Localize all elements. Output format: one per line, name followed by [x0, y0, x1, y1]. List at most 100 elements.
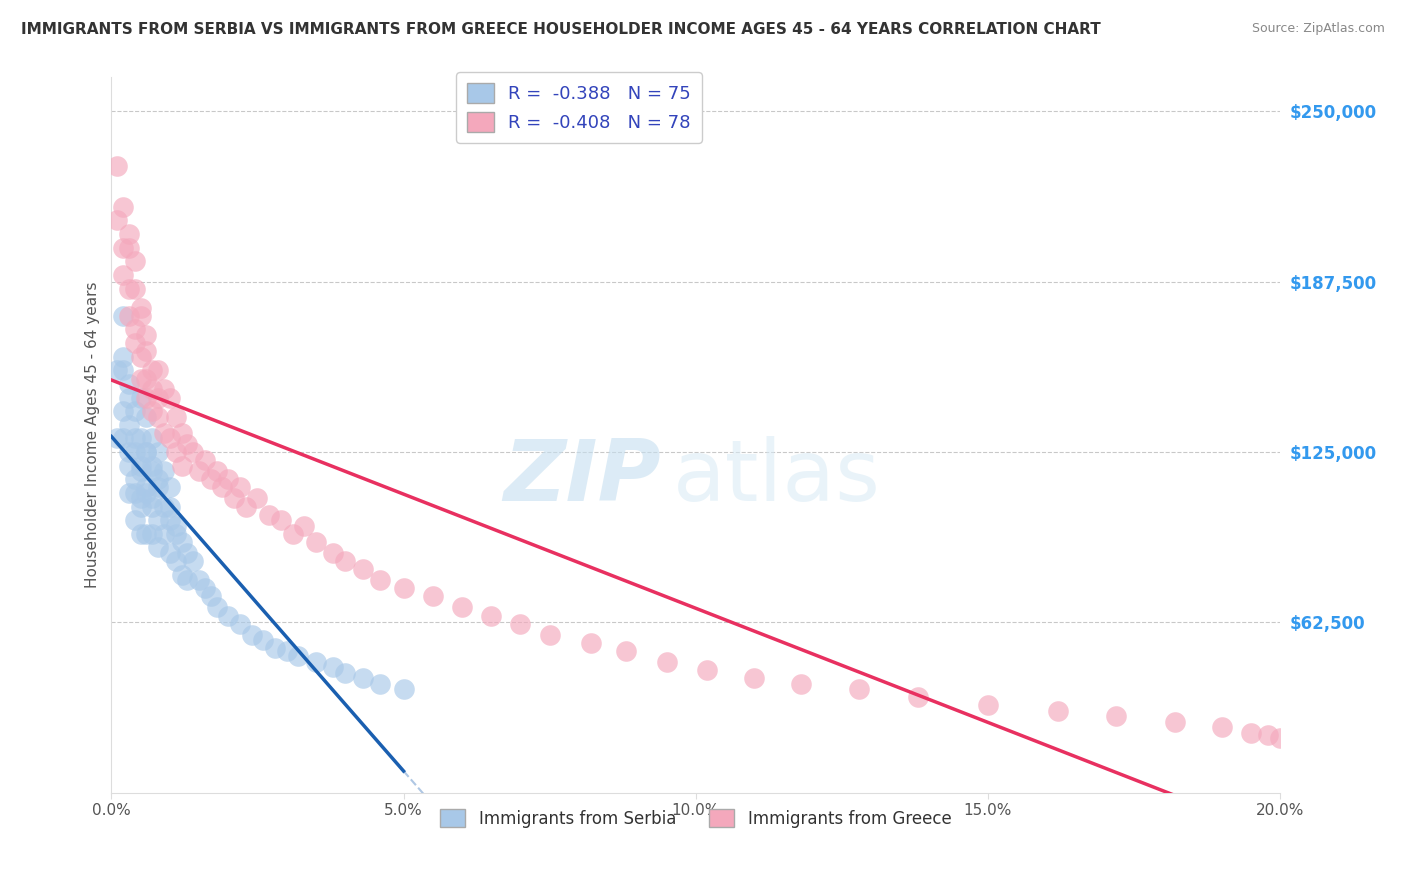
Point — [129, 432, 152, 446]
Point — [141, 363, 163, 377]
Point — [159, 432, 181, 446]
Point — [112, 432, 135, 446]
Point — [118, 486, 141, 500]
Point — [1268, 731, 1291, 746]
Y-axis label: Householder Income Ages 45 - 64 years: Householder Income Ages 45 - 64 years — [86, 282, 100, 589]
Point — [146, 391, 169, 405]
Point — [170, 458, 193, 473]
Point — [352, 562, 374, 576]
Point — [165, 554, 187, 568]
Point — [165, 518, 187, 533]
Point — [287, 649, 309, 664]
Point — [1257, 728, 1279, 742]
Point — [451, 600, 474, 615]
Point — [135, 327, 157, 342]
Point — [141, 491, 163, 506]
Point — [124, 322, 146, 336]
Point — [124, 404, 146, 418]
Text: atlas: atlas — [672, 436, 880, 519]
Point — [141, 458, 163, 473]
Point — [129, 464, 152, 478]
Point — [252, 633, 274, 648]
Point — [538, 627, 561, 641]
Point — [579, 636, 602, 650]
Point — [118, 391, 141, 405]
Point — [509, 616, 531, 631]
Point — [246, 491, 269, 506]
Point — [790, 676, 813, 690]
Point — [146, 481, 169, 495]
Point — [205, 464, 228, 478]
Point — [270, 513, 292, 527]
Point — [135, 445, 157, 459]
Point — [977, 698, 1000, 713]
Point — [217, 608, 239, 623]
Point — [135, 409, 157, 424]
Point — [170, 535, 193, 549]
Point — [146, 513, 169, 527]
Point — [124, 445, 146, 459]
Point — [112, 309, 135, 323]
Point — [105, 432, 128, 446]
Point — [124, 282, 146, 296]
Point — [146, 445, 169, 459]
Point — [292, 518, 315, 533]
Point — [159, 391, 181, 405]
Point — [264, 641, 287, 656]
Point — [141, 526, 163, 541]
Point — [146, 363, 169, 377]
Point — [141, 383, 163, 397]
Point — [141, 432, 163, 446]
Point — [188, 464, 211, 478]
Point — [229, 481, 252, 495]
Point — [129, 371, 152, 385]
Point — [333, 665, 356, 680]
Point — [188, 573, 211, 587]
Point — [170, 425, 193, 440]
Point — [240, 627, 263, 641]
Point — [153, 425, 176, 440]
Point — [118, 417, 141, 432]
Point — [235, 500, 257, 514]
Point — [159, 481, 181, 495]
Point — [194, 582, 217, 596]
Point — [135, 526, 157, 541]
Point — [129, 309, 152, 323]
Point — [1105, 709, 1128, 723]
Text: IMMIGRANTS FROM SERBIA VS IMMIGRANTS FROM GREECE HOUSEHOLDER INCOME AGES 45 - 64: IMMIGRANTS FROM SERBIA VS IMMIGRANTS FRO… — [21, 22, 1101, 37]
Point — [153, 526, 176, 541]
Point — [112, 363, 135, 377]
Point — [112, 268, 135, 282]
Point — [129, 500, 152, 514]
Point — [392, 582, 415, 596]
Point — [153, 383, 176, 397]
Point — [159, 513, 181, 527]
Point — [118, 309, 141, 323]
Point — [105, 213, 128, 227]
Point — [159, 500, 181, 514]
Point — [281, 526, 304, 541]
Point — [105, 159, 128, 173]
Point — [392, 682, 415, 697]
Point — [352, 671, 374, 685]
Point — [135, 371, 157, 385]
Point — [368, 676, 391, 690]
Point — [907, 690, 929, 705]
Point — [124, 336, 146, 351]
Point — [1240, 725, 1263, 739]
Point — [141, 404, 163, 418]
Point — [124, 432, 146, 446]
Point — [153, 500, 176, 514]
Point — [112, 404, 135, 418]
Point — [124, 254, 146, 268]
Point — [229, 616, 252, 631]
Point — [305, 535, 328, 549]
Point — [141, 464, 163, 478]
Point — [105, 363, 128, 377]
Point — [181, 445, 204, 459]
Point — [135, 481, 157, 495]
Point — [257, 508, 280, 522]
Point — [129, 350, 152, 364]
Point — [1164, 714, 1187, 729]
Point — [129, 491, 152, 506]
